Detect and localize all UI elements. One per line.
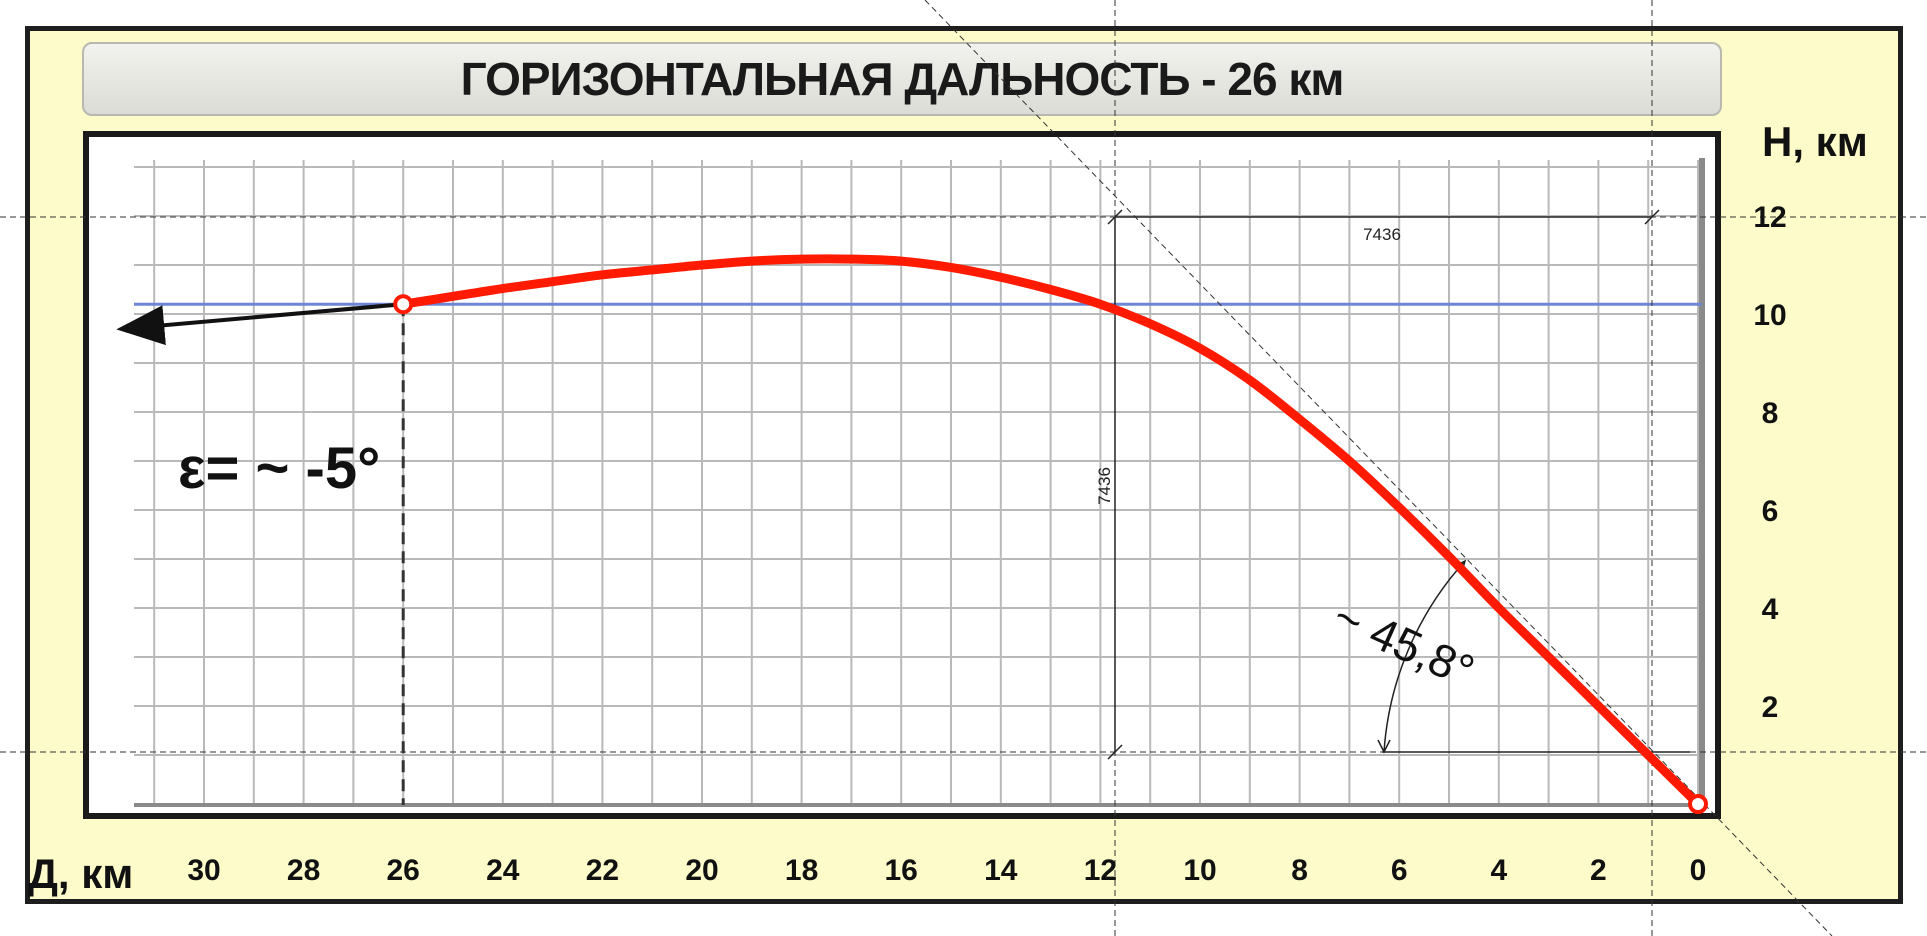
y-tick-label: 4 [1762, 593, 1779, 626]
y-tick-label: 2 [1762, 691, 1779, 724]
grid [134, 158, 1705, 807]
x-tick-label: 12 [1084, 854, 1117, 887]
velocity-arrow [116, 302, 404, 346]
x-tick-label: 22 [586, 854, 619, 887]
x-tick-label: 20 [685, 854, 718, 887]
y-tick-label: 10 [1753, 299, 1786, 332]
x-tick-label: 30 [187, 854, 220, 887]
y-tick-label: 6 [1762, 495, 1779, 528]
x-tick-label: 16 [885, 854, 918, 887]
trajectory-endpoint-marker [393, 294, 414, 315]
dimension-tick [1644, 209, 1660, 225]
x-tick-label: 8 [1291, 854, 1308, 887]
chart-title-panel: ГОРИЗОНТАЛЬНАЯ ДАЛЬНОСТЬ - 26 км [82, 42, 1722, 116]
x-tick-label: 0 [1690, 854, 1707, 887]
dimension-horizontal-label: 7436 [1363, 225, 1401, 244]
angle-arc [1383, 560, 1466, 753]
x-tick-label: 6 [1391, 854, 1408, 887]
dimension-tick [1107, 744, 1123, 760]
dimension-vertical-label: 7436 [1095, 467, 1114, 505]
x-tick-label: 26 [387, 854, 420, 887]
x-tick-label: 14 [984, 854, 1018, 887]
trajectory-endpoint-marker [1688, 794, 1708, 814]
x-tick-label: 2 [1590, 854, 1607, 887]
x-axis-label: Д, км [28, 850, 133, 897]
y-tick-label: 8 [1762, 397, 1779, 430]
x-tick-label: 4 [1490, 854, 1507, 887]
trajectory-line [398, 254, 1703, 809]
elevation-annotation: ε= ~ -5° [178, 436, 380, 501]
construction-line-diagonal [924, 0, 1833, 936]
y-axis-label: Н, км [1762, 118, 1868, 165]
x-tick-label: 24 [486, 854, 520, 887]
x-tick-label: 10 [1183, 854, 1216, 887]
x-tick-label: 18 [785, 854, 818, 887]
series [393, 254, 1708, 814]
chart-title: ГОРИЗОНТАЛЬНАЯ ДАЛЬНОСТЬ - 26 км [460, 53, 1345, 105]
angle-arc-arrow [1377, 739, 1391, 754]
x-tick-label: 28 [287, 854, 320, 887]
y-tick-label: 12 [1753, 201, 1786, 234]
